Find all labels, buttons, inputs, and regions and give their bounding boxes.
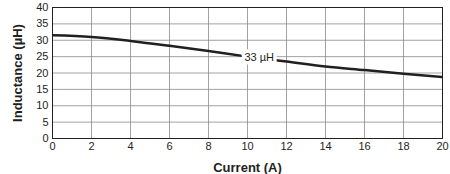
svg-text:12: 12 [280,140,292,152]
svg-text:20: 20 [436,140,448,152]
svg-text:30: 30 [36,34,48,46]
svg-text:15: 15 [36,83,48,95]
svg-text:40: 40 [36,1,48,13]
svg-text:Current (A): Current (A) [213,160,282,174]
svg-text:Inductance (µH): Inductance (µH) [10,24,25,122]
svg-text:18: 18 [397,140,409,152]
svg-text:35: 35 [36,17,48,29]
svg-text:33 µH: 33 µH [244,51,274,63]
svg-text:16: 16 [358,140,370,152]
svg-text:10: 10 [241,140,253,152]
svg-text:0: 0 [49,140,55,152]
svg-text:4: 4 [127,140,133,152]
svg-text:6: 6 [166,140,172,152]
svg-text:2: 2 [88,140,94,152]
svg-text:20: 20 [36,67,48,79]
svg-text:14: 14 [319,140,331,152]
svg-text:5: 5 [42,116,48,128]
svg-text:10: 10 [36,99,48,111]
svg-text:25: 25 [36,50,48,62]
svg-text:0: 0 [42,132,48,144]
svg-text:8: 8 [205,140,211,152]
